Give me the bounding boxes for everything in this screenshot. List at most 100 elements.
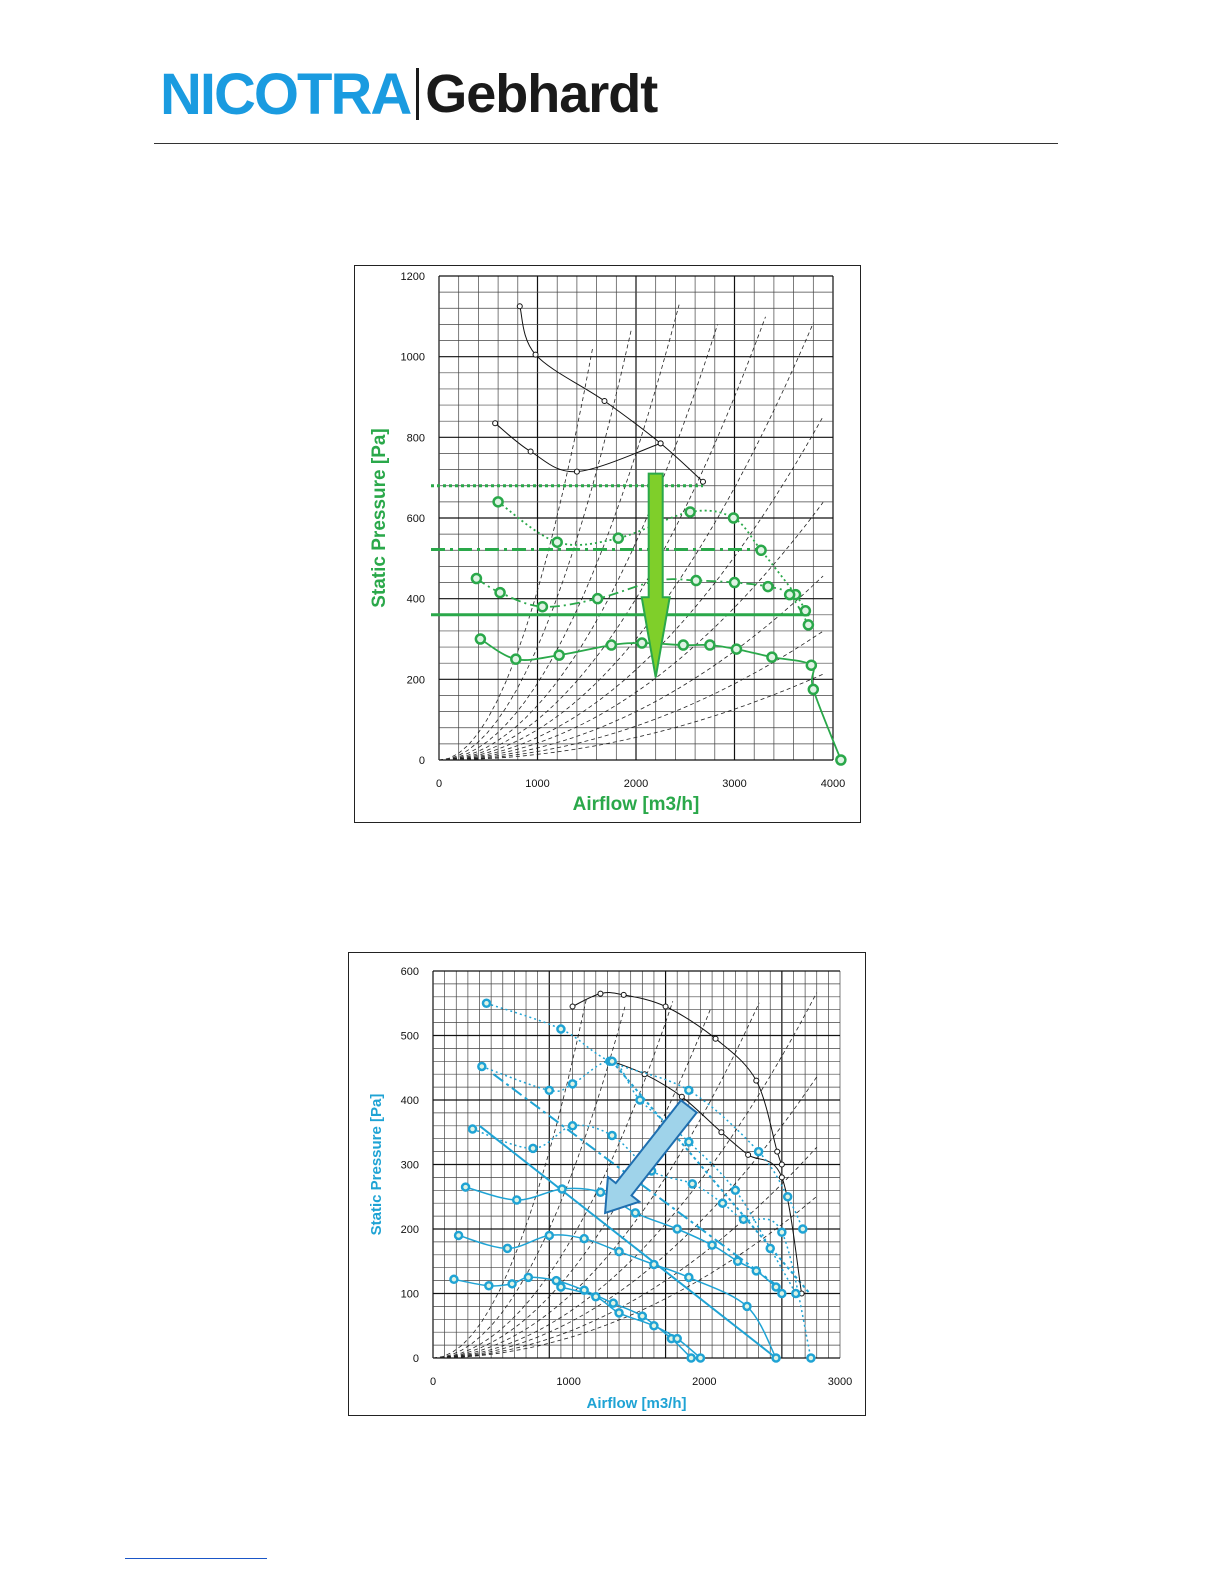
data-point xyxy=(569,1003,576,1010)
data-point xyxy=(745,1151,752,1158)
x-tick-label: 4000 xyxy=(821,778,845,790)
system-curve xyxy=(438,416,824,761)
data-point xyxy=(597,990,604,997)
system-curve xyxy=(432,1076,818,1359)
data-point xyxy=(774,1148,781,1155)
x-tick-label: 3000 xyxy=(828,1376,852,1388)
data-point xyxy=(778,1174,785,1181)
data-point xyxy=(684,506,696,518)
x-axis-label: Airflow [m3/h] xyxy=(573,794,700,815)
data-point xyxy=(742,1301,752,1312)
data-point xyxy=(516,303,523,310)
system-curve xyxy=(432,992,818,1359)
data-point xyxy=(718,1129,725,1136)
data-point xyxy=(672,1224,682,1234)
data-point xyxy=(649,1321,659,1331)
data-point xyxy=(678,1093,685,1100)
data-point xyxy=(551,1275,562,1286)
fan-curve-chart-blue: 0 1000 2000 3000 0 100 200 300 400 500 600 Airflow … xyxy=(348,952,866,1416)
series-line xyxy=(479,638,842,761)
logo-divider xyxy=(416,68,420,120)
system-curve xyxy=(438,575,824,761)
data-point xyxy=(687,1179,698,1189)
data-point xyxy=(778,1161,785,1168)
data-point xyxy=(765,1243,775,1254)
system-curve xyxy=(438,630,824,761)
annotation-arrow xyxy=(603,1098,699,1215)
data-point xyxy=(771,1282,781,1292)
data-point xyxy=(551,536,563,548)
y-tick-label: 100 xyxy=(401,1289,419,1301)
y-axis-label: Static Pressure [Pa] xyxy=(369,428,390,608)
system-curve xyxy=(432,1001,674,1359)
data-point xyxy=(601,398,608,405)
data-point xyxy=(684,1137,694,1147)
y-tick-label: 300 xyxy=(401,1160,419,1172)
data-point xyxy=(492,496,504,508)
data-point xyxy=(614,1246,624,1257)
data-point xyxy=(477,1061,487,1072)
data-point xyxy=(695,1353,706,1363)
data-point xyxy=(732,1256,743,1266)
logo-secondary: Gebhardt xyxy=(425,64,658,124)
data-point xyxy=(510,653,522,665)
data-point xyxy=(704,639,716,651)
reference-line xyxy=(478,1125,777,1359)
y-axis-label: Static Pressure [Pa] xyxy=(368,1094,385,1236)
system-curves xyxy=(432,992,818,1359)
data-point xyxy=(556,1282,566,1292)
data-point xyxy=(672,1333,682,1344)
data-point xyxy=(595,1187,606,1197)
reference-line xyxy=(611,1060,811,1295)
data-point xyxy=(607,1130,617,1141)
data-point xyxy=(579,1233,589,1244)
data-point xyxy=(607,1056,617,1067)
y-tick-label: 500 xyxy=(401,1031,419,1043)
data-point xyxy=(684,1272,694,1283)
grid xyxy=(438,275,834,761)
data-point xyxy=(591,592,604,605)
data-point xyxy=(806,1353,816,1363)
y-tick-label: 1200 xyxy=(401,271,425,283)
data-point xyxy=(567,1079,578,1089)
system-curve xyxy=(432,998,587,1359)
data-point xyxy=(783,588,796,601)
data-point xyxy=(637,1311,648,1321)
data-point xyxy=(507,1279,517,1289)
system-curve xyxy=(438,330,632,761)
data-point xyxy=(649,1259,659,1270)
data-point xyxy=(712,1035,719,1042)
data-point xyxy=(753,1146,764,1157)
y-tick-label: 200 xyxy=(401,1224,419,1236)
data-point xyxy=(470,572,483,585)
data-point xyxy=(553,649,565,661)
data-point xyxy=(771,1353,781,1363)
data-point xyxy=(544,1085,555,1096)
system-curve xyxy=(432,1196,817,1359)
data-point xyxy=(738,1214,749,1225)
data-point xyxy=(605,639,618,651)
data-point xyxy=(728,576,741,589)
data-point xyxy=(467,1124,478,1134)
data-point xyxy=(492,420,499,427)
system-curve xyxy=(438,316,766,761)
x-tick-label: 1000 xyxy=(525,778,549,790)
y-tick-label: 800 xyxy=(407,432,425,444)
data-point xyxy=(762,580,774,593)
data-point xyxy=(481,998,492,1008)
data-point xyxy=(612,532,625,544)
data-point xyxy=(528,1143,538,1154)
x-tick-label: 0 xyxy=(430,1376,436,1388)
data-point xyxy=(449,1274,459,1285)
system-curve xyxy=(438,502,824,761)
data-point xyxy=(567,1121,578,1131)
y-tick-label: 400 xyxy=(401,1095,419,1107)
data-point xyxy=(684,1085,694,1096)
data-point xyxy=(802,619,815,631)
system-curve xyxy=(438,347,594,761)
data-point xyxy=(686,1353,696,1363)
logo: NICOTRA Gebhardt xyxy=(160,62,658,127)
data-point xyxy=(494,586,506,599)
data-point xyxy=(635,1095,645,1105)
data-point xyxy=(460,1182,471,1192)
